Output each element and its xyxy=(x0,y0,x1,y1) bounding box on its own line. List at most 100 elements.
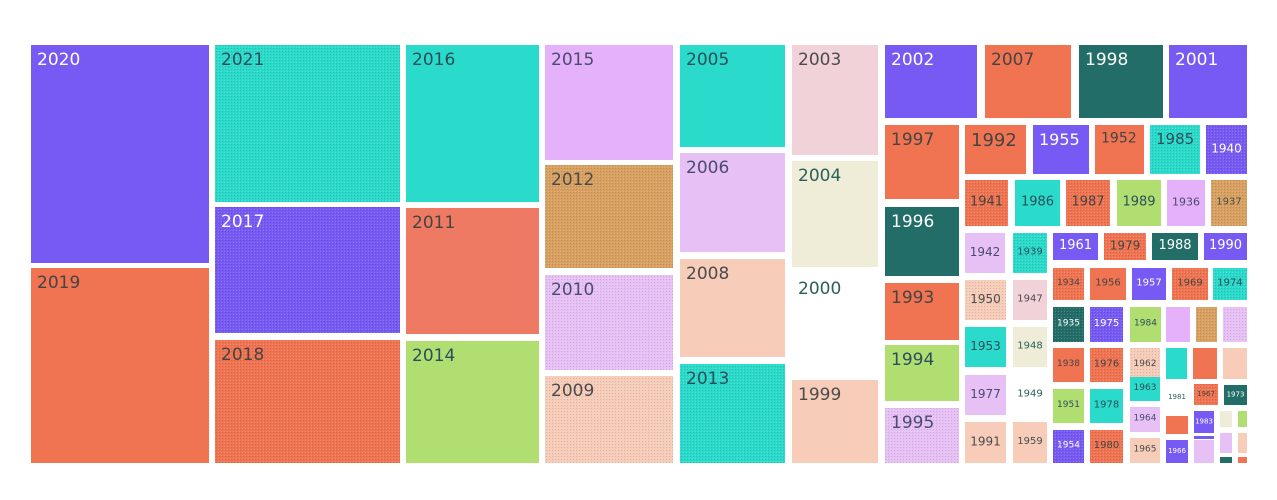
treemap-tile[interactable]: 2007 xyxy=(985,45,1071,118)
treemap-tile[interactable]: 1966 xyxy=(1166,440,1188,463)
treemap-tile[interactable]: 2006 xyxy=(680,153,785,252)
treemap-tile[interactable]: 1954 xyxy=(1053,430,1084,463)
treemap-tile[interactable]: 1980 xyxy=(1090,430,1123,463)
treemap-tile[interactable] xyxy=(1193,348,1217,379)
treemap-tile[interactable] xyxy=(1220,411,1232,427)
treemap-tile[interactable] xyxy=(1223,307,1247,342)
treemap-tile[interactable]: 1987 xyxy=(1066,180,1110,226)
treemap-tile[interactable]: 1967 xyxy=(1194,384,1218,405)
treemap-tile[interactable]: 1973 xyxy=(1224,385,1247,405)
treemap-tile[interactable] xyxy=(1196,307,1217,342)
treemap-tile[interactable] xyxy=(1223,348,1247,379)
treemap-tile[interactable]: 2008 xyxy=(680,259,785,357)
treemap-tile[interactable]: 2002 xyxy=(885,45,977,118)
tile-label: 1997 xyxy=(891,130,934,150)
treemap-tile[interactable]: 1961 xyxy=(1053,233,1098,260)
treemap-tile[interactable]: 2021 xyxy=(215,45,400,202)
treemap-tile[interactable]: 1959 xyxy=(1013,422,1047,463)
tile-label: 2021 xyxy=(221,50,264,70)
treemap-tile[interactable]: 1964 xyxy=(1130,407,1160,432)
treemap-tile[interactable]: 1983 xyxy=(1194,411,1214,433)
treemap-tile[interactable]: 1994 xyxy=(885,345,959,401)
treemap-tile[interactable]: 1999 xyxy=(792,380,878,463)
treemap-tile[interactable]: 1981 xyxy=(1166,385,1188,410)
treemap-tile[interactable]: 1969 xyxy=(1172,268,1208,300)
treemap-tile[interactable]: 2001 xyxy=(1169,45,1247,118)
treemap-tile[interactable]: 1963 xyxy=(1130,377,1160,401)
treemap-tile[interactable] xyxy=(1220,433,1232,453)
treemap-tile[interactable]: 1997 xyxy=(885,125,959,199)
treemap-tile[interactable] xyxy=(1166,348,1187,379)
treemap-tile[interactable]: 1949 xyxy=(1013,375,1047,415)
treemap-tile[interactable]: 2009 xyxy=(545,376,673,463)
treemap-tile[interactable]: 1992 xyxy=(965,125,1026,174)
treemap-tile[interactable]: 1951 xyxy=(1053,389,1084,423)
treemap-tile[interactable]: 1974 xyxy=(1213,268,1247,300)
treemap-tile[interactable]: 2019 xyxy=(31,268,209,463)
treemap-tile[interactable]: 2000 xyxy=(792,274,878,373)
treemap-tile[interactable]: 2016 xyxy=(406,45,539,202)
treemap-tile[interactable]: 1934 xyxy=(1053,268,1084,300)
tile-label: 2002 xyxy=(891,50,934,70)
treemap-tile[interactable]: 1962 xyxy=(1130,348,1160,382)
treemap-tile[interactable]: 1940 xyxy=(1206,125,1247,174)
treemap-tile[interactable]: 1989 xyxy=(1117,180,1161,226)
treemap-tile[interactable]: 1938 xyxy=(1053,348,1084,382)
treemap-tile[interactable]: 2015 xyxy=(545,45,673,160)
treemap-tile[interactable]: 1952 xyxy=(1095,125,1144,174)
treemap-tile[interactable]: 1950 xyxy=(965,280,1006,320)
treemap-tile[interactable]: 1984 xyxy=(1130,307,1161,342)
treemap-tile[interactable]: 1976 xyxy=(1090,348,1123,382)
treemap-tile[interactable]: 1991 xyxy=(965,422,1006,463)
treemap-tile[interactable]: 1942 xyxy=(965,233,1005,273)
tile-label: 1979 xyxy=(1110,238,1141,252)
treemap-tile[interactable] xyxy=(1238,433,1247,453)
treemap-tile[interactable]: 1977 xyxy=(965,375,1006,415)
treemap-tile[interactable]: 1990 xyxy=(1204,233,1247,260)
treemap-tile[interactable]: 2012 xyxy=(545,165,673,268)
treemap-tile[interactable]: 1948 xyxy=(1013,327,1047,367)
treemap-tile[interactable]: 1947 xyxy=(1013,280,1047,320)
treemap-tile[interactable]: 1939 xyxy=(1013,233,1047,273)
treemap-tile[interactable] xyxy=(1238,457,1247,463)
treemap-tile[interactable]: 1978 xyxy=(1090,389,1123,423)
treemap-tile[interactable] xyxy=(1194,440,1214,463)
treemap-tile[interactable]: 1956 xyxy=(1090,268,1126,300)
treemap-tile[interactable]: 1957 xyxy=(1132,268,1166,300)
treemap-tile[interactable]: 1988 xyxy=(1152,233,1198,260)
treemap-tile[interactable]: 1985 xyxy=(1150,125,1200,174)
treemap-tile[interactable]: 2020 xyxy=(31,45,209,263)
tile-label: 2012 xyxy=(551,170,594,190)
treemap-tile[interactable]: 1935 xyxy=(1053,307,1084,342)
treemap-tile[interactable]: 2010 xyxy=(545,275,673,370)
treemap-tile[interactable]: 1979 xyxy=(1104,233,1146,260)
treemap-tile[interactable]: 1998 xyxy=(1079,45,1163,118)
treemap-tile[interactable]: 2014 xyxy=(406,341,539,463)
treemap-tile[interactable]: 2017 xyxy=(215,207,400,333)
tile-rect xyxy=(31,268,209,463)
treemap-tile[interactable]: 1996 xyxy=(885,207,959,276)
treemap-tile[interactable]: 1941 xyxy=(965,180,1008,226)
treemap-tile[interactable]: 2004 xyxy=(792,161,878,267)
treemap-tile[interactable] xyxy=(1238,411,1247,427)
treemap-tile[interactable]: 2003 xyxy=(792,45,878,155)
treemap-tile[interactable] xyxy=(1220,457,1232,463)
treemap-tile[interactable]: 1955 xyxy=(1033,125,1089,174)
treemap-tile[interactable] xyxy=(1166,307,1190,342)
tile-rect xyxy=(1130,438,1160,463)
treemap-tile[interactable]: 1953 xyxy=(965,327,1006,367)
treemap-tile[interactable] xyxy=(1194,436,1214,439)
treemap-tile[interactable]: 2011 xyxy=(406,208,539,334)
treemap-tile[interactable]: 1975 xyxy=(1090,307,1123,342)
treemap-tile[interactable]: 1995 xyxy=(885,408,959,463)
treemap-tile[interactable]: 1993 xyxy=(885,283,959,340)
treemap-tile[interactable]: 1937 xyxy=(1211,180,1247,226)
treemap-tile[interactable]: 1965 xyxy=(1130,438,1160,463)
treemap-tile[interactable]: 2005 xyxy=(680,45,785,147)
treemap-tile[interactable] xyxy=(1166,416,1188,434)
tile-label: 1988 xyxy=(1158,238,1191,253)
treemap-tile[interactable]: 1936 xyxy=(1167,180,1205,226)
treemap-tile[interactable]: 1986 xyxy=(1015,180,1060,226)
treemap-tile[interactable]: 2018 xyxy=(215,340,400,463)
treemap-tile[interactable]: 2013 xyxy=(680,364,785,463)
